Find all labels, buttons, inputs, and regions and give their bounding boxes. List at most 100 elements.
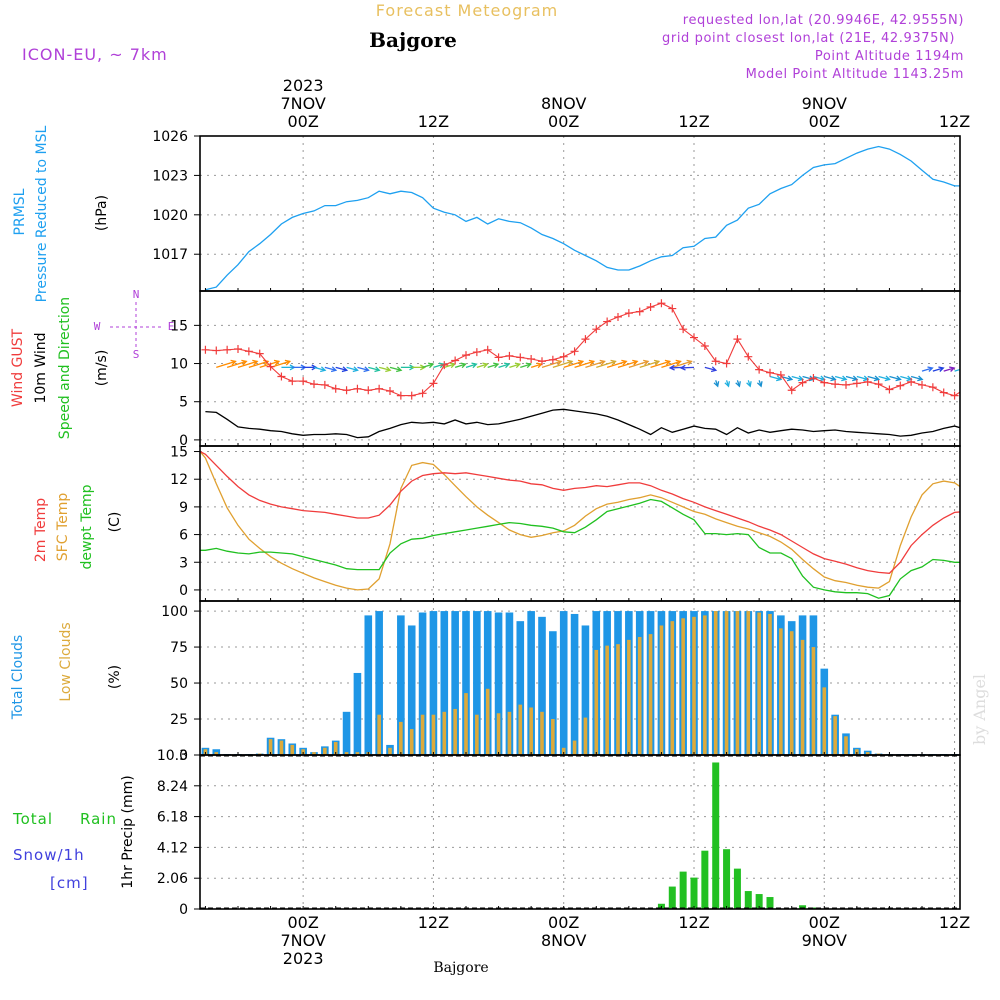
pressure-ytick-label: 1023	[152, 168, 188, 184]
grid-point-coords: grid point closest lon,lat (21E, 42.9375…	[662, 31, 955, 46]
side-label-rain: Rain	[80, 810, 117, 828]
wind-arrow	[509, 363, 521, 368]
wind-arrow	[965, 368, 975, 371]
wind-gust-marker	[429, 379, 438, 388]
requested-coords: requested lon,lat (20.9946E, 42.9555N)	[683, 13, 964, 28]
low-cloud-bar	[789, 631, 794, 755]
wind-arrow	[628, 360, 649, 368]
wind-gust-marker	[766, 368, 774, 377]
wind-arrow-head	[419, 364, 427, 371]
side-label-snow: Snow/1h	[13, 846, 85, 864]
model-altitude: Model Point Altitude 1143.25m	[746, 67, 964, 82]
compass-s: S	[133, 348, 140, 361]
temperature-ytick-label: 6	[179, 528, 188, 544]
total-cloud-bar	[516, 621, 525, 755]
wind-arrow-head	[632, 359, 639, 366]
rain-bar	[690, 877, 698, 909]
wind-gust-marker	[277, 372, 286, 381]
point-altitude: Point Altitude 1194m	[815, 49, 964, 64]
time-label-bottom: 8NOV	[541, 931, 586, 950]
wind-arrow	[563, 360, 584, 368]
wind-gust-marker	[657, 299, 666, 308]
ylabel-precip: 1hr Precip (mm)	[120, 775, 136, 888]
time-label-top: 9NOV	[802, 94, 847, 113]
low-cloud-bar	[312, 752, 316, 755]
wind-arrow-head	[679, 364, 686, 371]
low-cloud-bar	[681, 618, 685, 755]
wind-arrow-head	[230, 359, 237, 366]
wind-gust-marker	[418, 389, 427, 398]
wind-gust-marker	[462, 351, 470, 360]
wind-arrow-head	[263, 359, 270, 366]
wind-gust-marker	[885, 385, 894, 394]
compass-n: N	[133, 288, 140, 301]
total-cloud-bar	[375, 611, 383, 755]
total-cloud-bar	[440, 611, 449, 755]
wind-gust-marker	[288, 377, 297, 386]
wind-gust-marker	[592, 325, 601, 334]
wind-arrow	[704, 366, 717, 371]
total-cloud-bar	[559, 611, 568, 755]
wind-arrow	[357, 366, 369, 371]
side-label-sfc-temp: SFC Temp	[55, 493, 71, 562]
wind-arrow-head	[567, 359, 574, 366]
total-cloud-bar	[429, 611, 438, 755]
time-label-bottom: 12Z	[678, 913, 709, 932]
wind-gust-marker	[711, 357, 720, 366]
wind-arrow	[454, 363, 466, 368]
wind-arrow	[878, 375, 890, 381]
low-cloud-bar	[323, 747, 327, 755]
wind-gust-marker	[407, 391, 416, 400]
temperature-ytick-label: 12	[170, 472, 188, 488]
wind-gust-marker	[483, 345, 492, 354]
clouds-ytick-label: 75	[170, 640, 188, 656]
wind-arrow	[889, 375, 901, 381]
low-cloud-bar	[757, 612, 761, 755]
wind-arrow-head	[252, 359, 259, 366]
wind-ytick-label: 15	[170, 318, 188, 334]
total-cloud-bar	[342, 711, 351, 755]
wind-arrow	[813, 375, 825, 381]
low-cloud-bar	[583, 717, 588, 755]
wind-arrow	[378, 366, 391, 371]
clouds-ytick-label: 100	[161, 604, 188, 620]
low-cloud-bar	[551, 719, 555, 755]
low-cloud-bar	[399, 721, 403, 755]
wind-gust-marker	[255, 349, 264, 358]
pressure-ytick-label: 1026	[152, 129, 188, 145]
wind-arrow	[324, 366, 337, 371]
temperature-ytick-label: 9	[179, 500, 188, 516]
wind-gust-marker	[244, 347, 253, 356]
low-cloud-bar	[529, 707, 533, 755]
total-cloud-bar	[483, 611, 492, 755]
wind-arrow-head	[724, 381, 731, 388]
time-label-top: 12Z	[939, 112, 970, 131]
rain-bar	[723, 849, 731, 909]
time-label-bottom: 00Z	[548, 913, 579, 932]
low-cloud-bar	[648, 634, 653, 755]
wind-gust-marker	[375, 384, 384, 393]
wind-gust-marker	[983, 385, 991, 393]
model-label: ICON-EU, ~ 7km	[22, 45, 168, 64]
wind-arrow	[867, 375, 879, 381]
low-cloud-bar	[616, 644, 620, 755]
time-label-top: 00Z	[287, 112, 318, 131]
precip-ytick-label: 0	[179, 902, 188, 918]
low-cloud-bar	[561, 747, 566, 755]
wind-gust-marker	[972, 384, 980, 392]
clouds-frame	[199, 600, 961, 756]
clouds-ytick-label: 25	[170, 712, 188, 728]
rain-bar	[799, 905, 807, 909]
side-label-dewpt-temp: dewpt Temp	[79, 484, 95, 569]
low-cloud-bar	[996, 720, 1000, 755]
wind-gust-marker	[266, 362, 275, 371]
rain-bar	[701, 850, 709, 909]
wind-gust-marker	[961, 385, 969, 393]
precip-ytick-label: 6.18	[157, 810, 188, 826]
wind-arrow	[465, 363, 477, 368]
wind-gust-marker	[201, 345, 210, 354]
wind-arrow-head	[460, 362, 467, 369]
low-cloud-bar	[442, 711, 447, 755]
low-cloud-bar	[713, 611, 718, 755]
